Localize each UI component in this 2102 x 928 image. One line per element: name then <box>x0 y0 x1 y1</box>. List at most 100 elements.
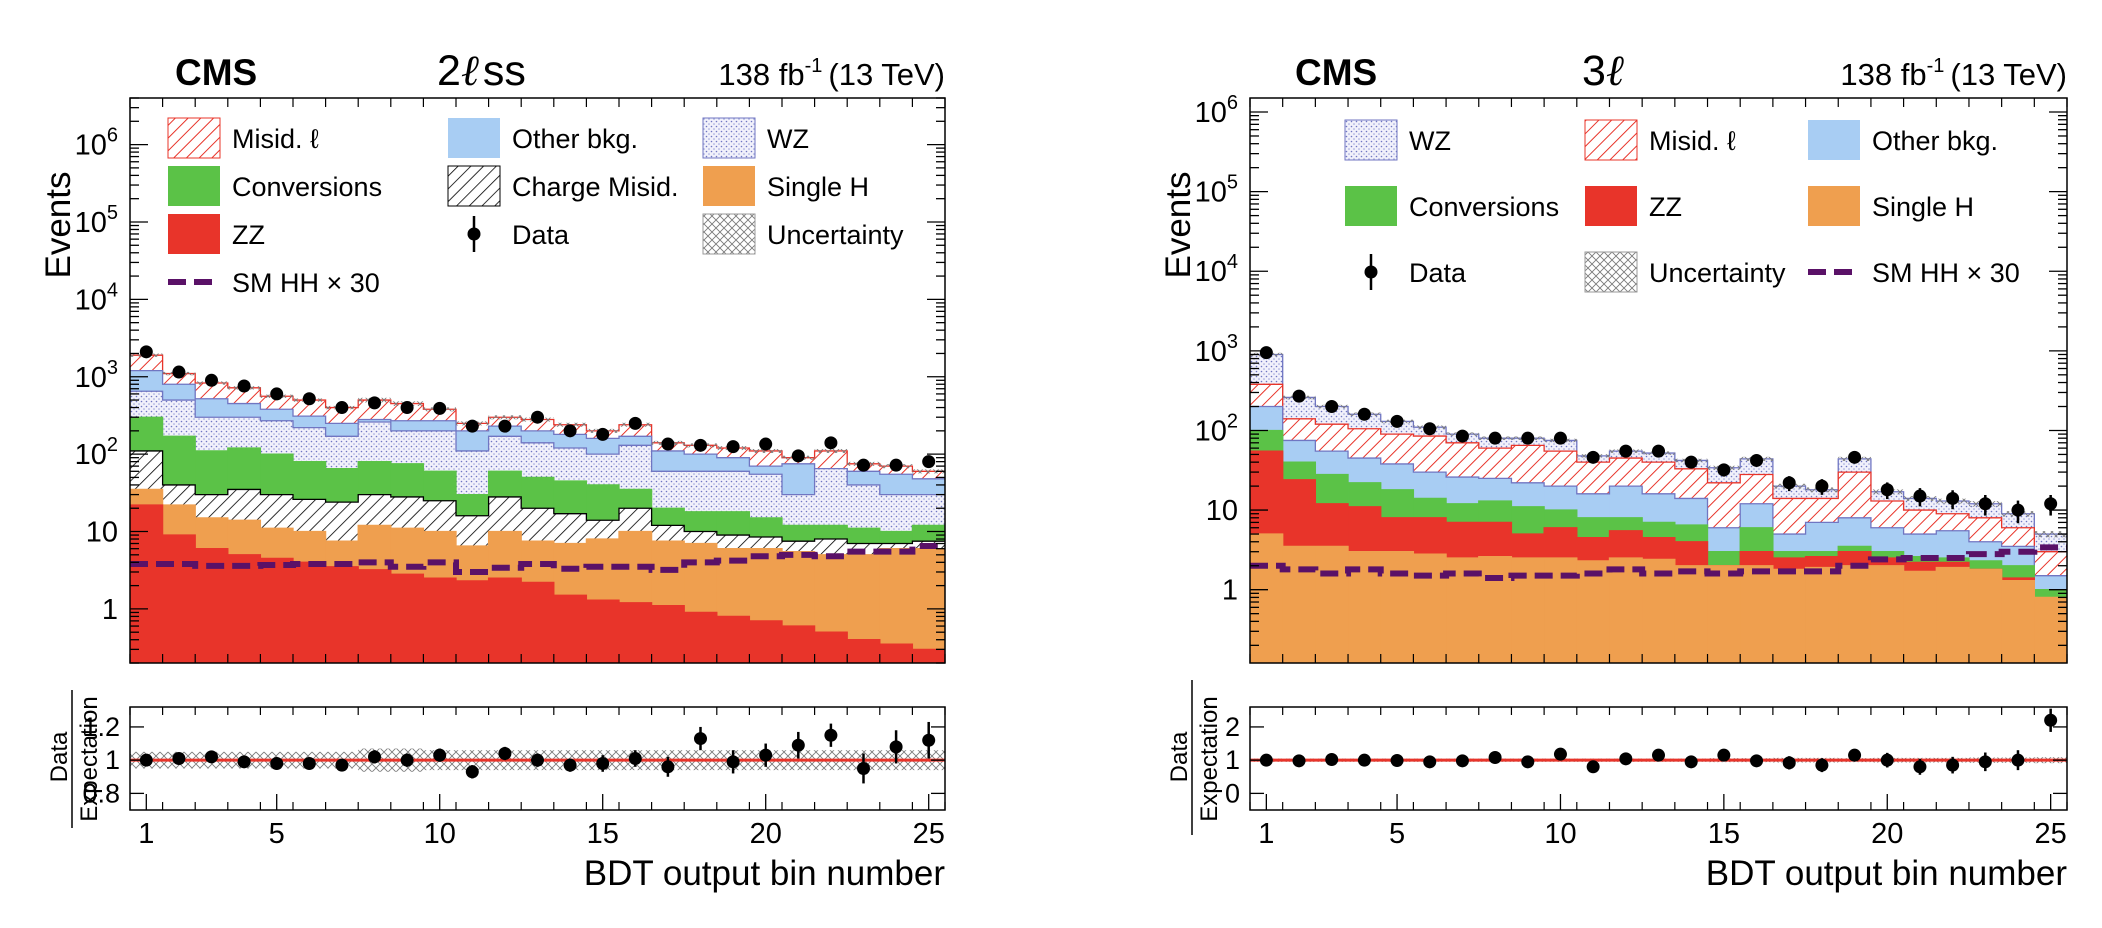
bar-zz <box>553 595 587 663</box>
y-tick-exp: 3 <box>1227 331 1238 353</box>
outline-wz <box>130 390 945 496</box>
y-tick-exp: 6 <box>1227 92 1238 114</box>
legend-item-singleh: Single H <box>1808 186 1974 226</box>
bar-singleh <box>1609 558 1643 663</box>
data-point <box>1913 489 1927 503</box>
data-point <box>270 387 284 401</box>
data-point <box>563 424 577 438</box>
x-tick-label: 20 <box>750 818 782 850</box>
data-point <box>1619 444 1633 458</box>
x-tick-label: 15 <box>587 818 619 850</box>
bar-singleh <box>1740 565 1774 663</box>
legend-swatch <box>1584 251 1638 293</box>
ratio-point <box>628 752 642 765</box>
legend-item-wz: WZ <box>1344 119 1451 161</box>
legend-swatch <box>1585 186 1637 226</box>
data-point <box>2011 503 2025 517</box>
outline-conv <box>130 416 945 533</box>
y-tick-base: 10 <box>86 517 118 549</box>
y-tick-exp: 5 <box>1227 172 1238 194</box>
legend-swatch <box>168 166 220 206</box>
bar-zz <box>423 578 457 663</box>
data-point <box>726 440 740 454</box>
bar-zz <box>619 602 652 663</box>
y-tick-base: 10 <box>1195 336 1227 368</box>
ratio-point <box>433 748 447 762</box>
ratio-point <box>1553 747 1567 761</box>
plot-area <box>130 353 945 663</box>
y-tick-base: 10 <box>75 207 107 239</box>
ratio-y-label-numerator: Data <box>46 731 73 782</box>
bar-zz <box>293 562 326 663</box>
bar-singleh <box>1968 569 2003 663</box>
y-tick-base: 10 <box>1195 415 1227 447</box>
y-axis-label: Events <box>39 172 78 279</box>
ratio-point <box>889 740 903 754</box>
y-tick-label: 102 <box>1195 410 1238 447</box>
legend-label: WZ <box>767 124 809 154</box>
ratio-point <box>1488 751 1502 765</box>
uncertainty-box <box>749 448 782 454</box>
cms-label: CMS <box>175 52 257 93</box>
data-point <box>1815 479 1829 493</box>
ratio-point <box>2044 713 2058 727</box>
legend-swatch <box>1345 186 1397 226</box>
y-tick-label: 104 <box>75 279 118 316</box>
y-tick-base: 10 <box>75 284 107 316</box>
legend-swatch <box>703 166 755 206</box>
ratio-point <box>1357 753 1371 767</box>
legend-label: Other bkg. <box>1872 126 1998 156</box>
ratio-point <box>1325 752 1339 766</box>
data-point <box>661 437 675 451</box>
y-tick-base: 10 <box>75 130 107 162</box>
ratio-point <box>1390 753 1404 767</box>
bar-singleh <box>1250 534 1284 663</box>
outline-zz <box>130 504 945 651</box>
ratio-point <box>1848 748 1862 762</box>
y-tick-base: 1 <box>102 594 118 626</box>
y-tick-exp: 4 <box>107 279 118 301</box>
data-point <box>433 401 447 415</box>
data-point <box>791 449 805 463</box>
ratio-y-tick-label: 1.2 <box>82 712 120 742</box>
legend: WZ Misid. ℓ Other bkg. Conversions ZZ Single … <box>1344 119 2020 293</box>
legend-label: Single H <box>767 172 869 202</box>
bar-singleh <box>1838 565 1872 663</box>
y-tick-label: 10 <box>1206 495 1238 527</box>
bar-singleh <box>2034 597 2067 663</box>
ratio-frame <box>129 706 946 811</box>
data-point <box>139 345 153 359</box>
data-point <box>1325 400 1339 414</box>
data-point <box>1782 476 1796 490</box>
legend-item-conv: Conversions <box>168 166 382 206</box>
bar-singleh <box>1772 569 1806 663</box>
y-tick-label: 104 <box>1195 251 1238 288</box>
data-point <box>1586 450 1600 464</box>
ratio-point <box>563 758 577 772</box>
bar-singleh <box>1315 546 1349 663</box>
legend-swatch <box>447 165 501 207</box>
data-point <box>1357 407 1371 421</box>
ratio-point <box>531 753 544 767</box>
data-point <box>400 401 414 415</box>
legend-item-zz: ZZ <box>1585 186 1682 226</box>
outline-singleh <box>1250 533 2067 599</box>
ratio-point <box>1717 748 1731 762</box>
legend-swatch <box>1584 119 1638 161</box>
ratio-y-tick-label: 0 <box>1225 778 1240 808</box>
ratio-point <box>596 756 610 770</box>
bar-zz <box>488 578 522 663</box>
y-tick-label: 1 <box>1222 575 1238 607</box>
uncertainty-box <box>488 415 522 420</box>
ratio-point <box>1880 753 1894 767</box>
data-point <box>1750 453 1764 467</box>
y-axis-label: Events <box>1159 172 1198 279</box>
data-point <box>1946 491 1960 505</box>
data-point <box>694 438 707 452</box>
data-point <box>1455 429 1469 443</box>
legend-item-data: Data <box>1364 254 1467 290</box>
hh-signal-line <box>1250 544 2067 582</box>
legend-item-other: Other bkg. <box>1808 120 1998 160</box>
legend-item-conv: Conversions <box>1345 186 1559 226</box>
y-tick-label: 105 <box>1195 172 1238 209</box>
